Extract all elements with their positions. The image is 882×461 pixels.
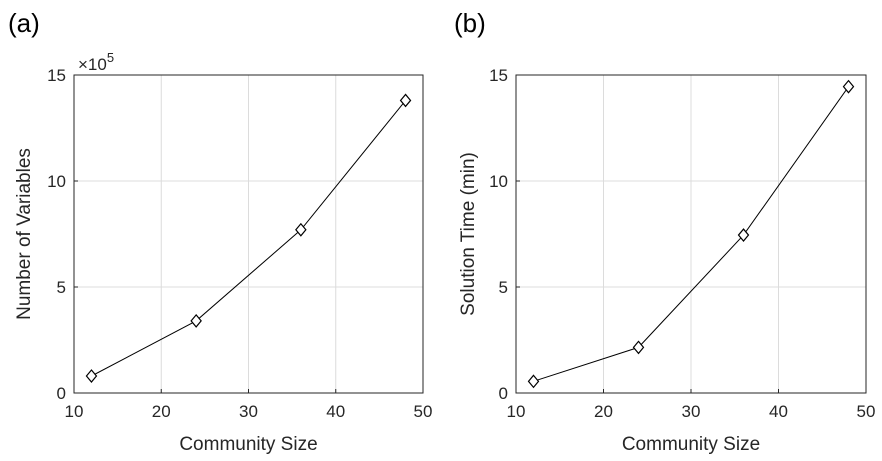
panel-b-x-tick-label: 20: [594, 402, 613, 421]
panel-a-data-point: [190, 313, 202, 328]
panel-b-data-point: [737, 228, 750, 242]
panel-a-data-point: [399, 93, 412, 108]
panel-a-y-tick-label: 10: [47, 172, 66, 191]
panel-a-plot-frame: [73, 74, 424, 394]
panel-b-x-tick-label: 50: [857, 402, 876, 421]
panel-a-x-axis-label: Community Size: [179, 434, 317, 455]
panel-b-x-tick-label: 40: [769, 402, 788, 421]
panel-b-data-point: [527, 374, 540, 389]
panel-b-series: [527, 79, 855, 389]
panel-b-y-tick-label: 0: [499, 384, 508, 403]
panel-b-x-tick-label: 10: [507, 402, 526, 421]
panel-b-plot-frame: [515, 74, 867, 394]
panel-a-series-line: [91, 100, 406, 377]
panel-a-x-tick-label: 30: [239, 402, 258, 421]
panel-a-y-tick-label: 5: [57, 278, 66, 297]
panel-a-data-point: [295, 222, 307, 237]
panel-b-y-axis-label: Solution Time (min): [458, 152, 479, 316]
panel-a-y-exponent: ×105: [78, 50, 114, 74]
panel-b-x-tick-label: 30: [682, 402, 701, 421]
panel-b-data-point: [842, 79, 855, 94]
panel-a-y-exponent-base: ×10: [78, 55, 107, 74]
panel-a-grid: [73, 74, 424, 394]
panel-b-grid: [515, 74, 867, 394]
panel-a-x-tick-label: 10: [65, 402, 84, 421]
panel-b-label: (b): [454, 8, 486, 38]
panel-b-series-line: [533, 86, 849, 382]
panel-b-data-point: [632, 340, 645, 355]
panel-b-ticks: 10 20 30 40 50 0 5 10 15: [489, 66, 875, 421]
panel-a-data-point: [85, 369, 98, 383]
panel-b-y-tick-label: 10: [489, 172, 508, 191]
panel-a-x-tick-label: 20: [152, 402, 171, 421]
panel-a-x-tick-label: 50: [414, 402, 433, 421]
panel-a-x-tick-label: 40: [326, 402, 345, 421]
panel-a-ticks: 10 20 30 40 50 0 5 10 15: [47, 66, 432, 421]
panel-b-y-tick-label: 5: [499, 278, 508, 297]
panel-b-x-axis-label: Community Size: [622, 434, 760, 455]
panel-a-y-exponent-power: 5: [107, 50, 114, 65]
panel-a-y-axis-label: Number of Variables: [14, 148, 35, 320]
panel-a-y-tick-label: 0: [57, 384, 66, 403]
panel-b: (b) 10 20 30 40 50 0 5 10 15 Community Size Solu…: [454, 8, 875, 455]
panel-b-y-tick-label: 15: [489, 66, 508, 85]
panel-a-series: [85, 93, 412, 383]
panel-a-label: (a): [8, 8, 40, 38]
panel-a-y-tick-label: 15: [47, 66, 66, 85]
